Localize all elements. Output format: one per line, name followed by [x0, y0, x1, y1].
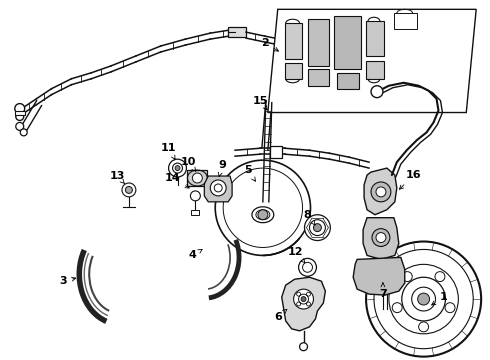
Circle shape: [402, 272, 412, 282]
Bar: [228, 27, 246, 37]
Text: 15: 15: [252, 96, 268, 110]
Polygon shape: [285, 63, 301, 79]
Circle shape: [193, 173, 202, 183]
Text: 12: 12: [288, 247, 305, 263]
Circle shape: [371, 182, 391, 202]
Polygon shape: [363, 218, 399, 260]
Circle shape: [305, 215, 330, 240]
Text: 5: 5: [244, 165, 255, 181]
Circle shape: [298, 258, 317, 276]
Polygon shape: [285, 23, 301, 59]
Text: 4: 4: [189, 249, 202, 260]
Circle shape: [294, 289, 314, 309]
Circle shape: [20, 129, 27, 136]
Polygon shape: [308, 69, 329, 86]
Polygon shape: [268, 9, 476, 113]
Polygon shape: [366, 61, 384, 79]
Bar: [270, 146, 282, 158]
Circle shape: [314, 224, 321, 231]
Text: 13: 13: [109, 171, 125, 184]
Circle shape: [191, 191, 200, 201]
Circle shape: [16, 113, 24, 121]
Text: 7: 7: [379, 283, 387, 299]
Polygon shape: [353, 257, 405, 295]
Text: 11: 11: [161, 143, 176, 159]
Circle shape: [215, 160, 311, 255]
Text: 9: 9: [218, 160, 226, 176]
Circle shape: [210, 180, 226, 196]
Circle shape: [169, 159, 187, 177]
Polygon shape: [204, 176, 232, 202]
Text: 14: 14: [165, 173, 189, 188]
Circle shape: [418, 322, 429, 332]
Circle shape: [301, 297, 306, 302]
Bar: [15, 111, 24, 114]
Text: 16: 16: [399, 170, 421, 189]
Circle shape: [366, 242, 481, 357]
Text: 2: 2: [261, 38, 278, 51]
Text: 10: 10: [181, 157, 196, 171]
Bar: [188, 170, 207, 186]
Circle shape: [16, 122, 24, 130]
Circle shape: [435, 272, 445, 282]
Circle shape: [15, 104, 24, 113]
Text: 3: 3: [60, 276, 75, 286]
Circle shape: [445, 303, 455, 312]
Circle shape: [299, 343, 308, 351]
Circle shape: [258, 210, 268, 220]
Circle shape: [372, 229, 390, 247]
Polygon shape: [364, 168, 397, 215]
Text: 6: 6: [274, 309, 287, 322]
Circle shape: [376, 233, 386, 243]
Circle shape: [125, 186, 132, 193]
Polygon shape: [337, 73, 359, 89]
Bar: [386, 98, 400, 105]
Polygon shape: [308, 19, 329, 66]
Polygon shape: [282, 277, 325, 331]
Circle shape: [376, 187, 386, 197]
Circle shape: [392, 303, 402, 312]
Bar: [192, 210, 199, 215]
Circle shape: [371, 86, 383, 98]
Polygon shape: [394, 13, 416, 29]
Text: 1: 1: [432, 292, 447, 305]
Polygon shape: [334, 16, 361, 69]
Circle shape: [122, 183, 136, 197]
Circle shape: [175, 166, 180, 171]
Text: 8: 8: [304, 210, 315, 225]
Circle shape: [417, 293, 430, 305]
Polygon shape: [366, 21, 384, 56]
